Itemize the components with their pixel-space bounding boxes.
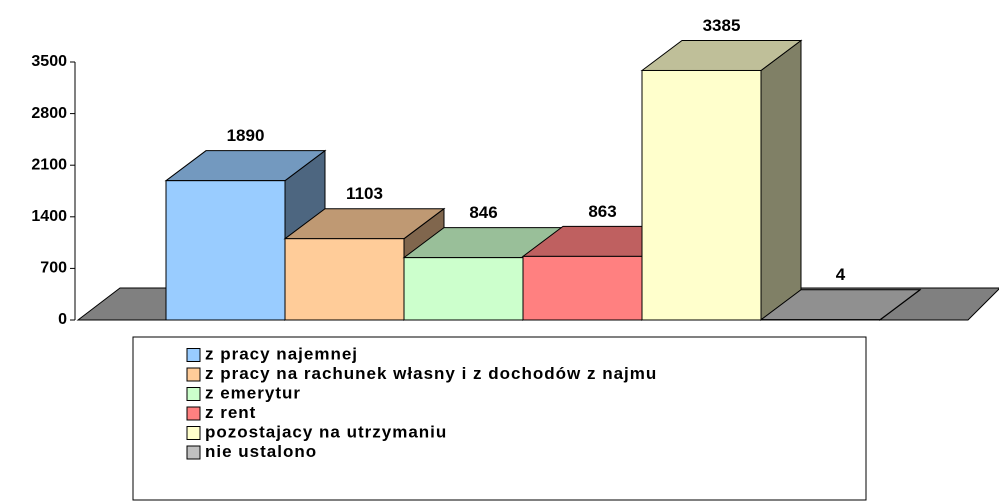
legend-label: z rent [205, 403, 256, 422]
legend [132, 336, 867, 501]
legend-swatch [186, 445, 201, 460]
bar [403, 257, 524, 321]
y-tick-label: 0 [58, 311, 67, 328]
bar-side [760, 39, 802, 321]
bar [522, 255, 643, 321]
legend-label: nie ustalono [205, 442, 317, 461]
y-tick-label: 3500 [31, 53, 67, 70]
legend-label: z emerytur [205, 383, 301, 402]
legend-label: pozostajacy na utrzymaniu [205, 422, 447, 441]
legend-label: z pracy na rachunek własny i z dochodów … [205, 364, 657, 383]
y-tick-label: 2800 [31, 105, 67, 122]
value-label: 3385 [703, 16, 741, 35]
legend-swatch [186, 367, 201, 382]
value-label: 1890 [227, 126, 265, 145]
legend-label: z pracy najemnej [205, 344, 358, 363]
value-label: 4 [836, 265, 846, 284]
bar [165, 180, 286, 321]
value-label: 863 [588, 202, 616, 221]
legend-swatch [186, 348, 201, 362]
y-tick-label: 700 [40, 260, 67, 277]
value-label: 846 [469, 203, 497, 222]
y-tick-label: 2100 [31, 156, 67, 173]
bar [641, 69, 762, 321]
legend-swatch [186, 387, 201, 401]
legend-swatch [186, 406, 201, 421]
y-tick-label: 1400 [31, 208, 67, 225]
bar [284, 238, 405, 321]
value-label: 1103 [346, 184, 383, 203]
legend-swatch [186, 426, 201, 440]
